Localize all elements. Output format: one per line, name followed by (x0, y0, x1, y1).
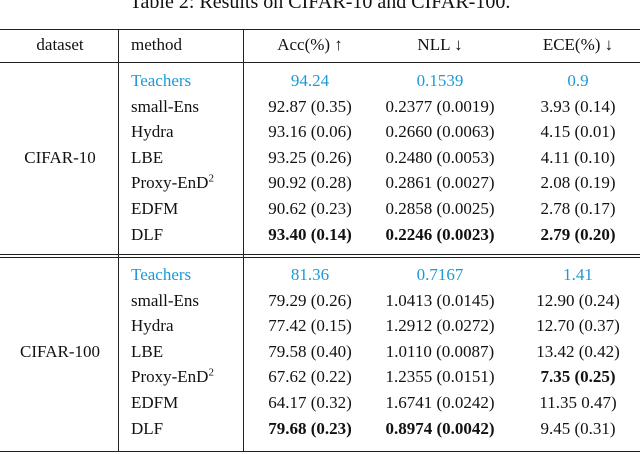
method-cell: Hydra (131, 122, 174, 142)
value-cell: 64.17 (0.32) (268, 393, 352, 412)
value-cell: 1.41 (563, 265, 593, 284)
method-cell: Teachers (131, 265, 192, 284)
value-cell: 13.42 (0.42) (536, 341, 620, 361)
value-cell: 0.2377 (0.0019) (385, 96, 495, 116)
value-cell: 1.2912 (0.0272) (385, 316, 495, 336)
value-cell: 77.42 (0.15) (268, 316, 352, 336)
header-cell: dataset (36, 35, 84, 54)
header-cell: ECE(%) ↓ (542, 35, 614, 54)
rule (0, 451, 640, 452)
value-cell: 93.25 (0.26) (268, 147, 352, 167)
value-cell: 4.11 (0.10) (540, 147, 616, 167)
rule (0, 29, 640, 30)
value-cell: 0.8974 (0.0042) (385, 418, 495, 438)
method-name: Proxy-EnD (131, 173, 209, 193)
value-cell: 1.6741 (0.0242) (385, 393, 495, 412)
value-cell: 4.15 (0.01) (540, 122, 616, 142)
dataset-cell: CIFAR-100 (20, 341, 100, 361)
header-cell: Acc(%) ↑ (277, 35, 343, 54)
header-cell: NLL ↓ (417, 35, 463, 54)
value-cell: 0.2858 (0.0025) (385, 199, 495, 218)
method-cell: LBE (131, 147, 164, 167)
value-cell: 2.78 (0.17) (540, 199, 616, 218)
value-cell: 0.2246 (0.0023) (385, 224, 495, 244)
value-cell: 1.2355 (0.0151) (385, 367, 495, 387)
method-name: Proxy-EnD (131, 367, 209, 387)
value-cell: 94.24 (290, 71, 330, 90)
value-cell: 0.2480 (0.0053) (385, 147, 495, 167)
value-cell: 79.29 (0.26) (268, 290, 352, 310)
value-cell: 9.45 (0.31) (540, 418, 616, 438)
value-cell: 1.0413 (0.0145) (385, 290, 495, 310)
value-cell: 2.79 (0.20) (540, 224, 616, 244)
method-cell: DLF (131, 418, 164, 438)
rule (0, 254, 640, 255)
method-superscript: 2 (208, 366, 214, 379)
value-cell: 81.36 (290, 265, 330, 284)
method-cell: Hydra (131, 316, 174, 336)
value-cell: 92.87 (0.35) (268, 96, 352, 116)
value-cell: 3.93 (0.14) (540, 96, 616, 116)
value-cell: 0.1539 (416, 71, 464, 90)
method-cell: EDFM (131, 199, 179, 218)
method-cell: Proxy-EnD2 (131, 367, 214, 387)
value-cell: 0.9 (567, 71, 589, 90)
rule (0, 257, 640, 258)
method-cell: Teachers (131, 71, 192, 90)
method-cell: DLF (131, 224, 164, 244)
value-cell: 1.0110 (0.0087) (385, 341, 495, 361)
method-cell: LBE (131, 341, 164, 361)
table-caption: Table 2: Results on CIFAR-10 and CIFAR-1… (129, 0, 511, 13)
value-cell: 0.2861 (0.0027) (385, 173, 495, 193)
method-cell: EDFM (131, 393, 179, 412)
column-rule (118, 29, 119, 452)
rule (0, 62, 640, 63)
value-cell: 7.35 (0.25) (540, 367, 616, 387)
value-cell: 90.62 (0.23) (268, 199, 352, 218)
method-cell: small-Ens (131, 290, 199, 310)
value-cell: 12.90 (0.24) (536, 290, 620, 310)
value-cell: 12.70 (0.37) (536, 316, 620, 336)
header-cell: method (131, 35, 182, 54)
dataset-cell: CIFAR-10 (24, 147, 96, 167)
value-cell: 79.68 (0.23) (268, 418, 352, 438)
value-cell: 79.58 (0.40) (268, 341, 352, 361)
value-cell: 90.92 (0.28) (268, 173, 352, 193)
method-cell: Proxy-EnD2 (131, 173, 214, 193)
column-rule (243, 29, 244, 452)
value-cell: 2.08 (0.19) (540, 173, 616, 193)
value-cell: 11.35 0.47) (539, 393, 617, 412)
method-superscript: 2 (208, 172, 214, 185)
value-cell: 93.40 (0.14) (268, 224, 352, 244)
value-cell: 93.16 (0.06) (268, 122, 352, 142)
value-cell: 0.2660 (0.0063) (385, 122, 495, 142)
method-cell: small-Ens (131, 96, 199, 116)
value-cell: 0.7167 (416, 265, 464, 284)
value-cell: 67.62 (0.22) (268, 367, 352, 387)
